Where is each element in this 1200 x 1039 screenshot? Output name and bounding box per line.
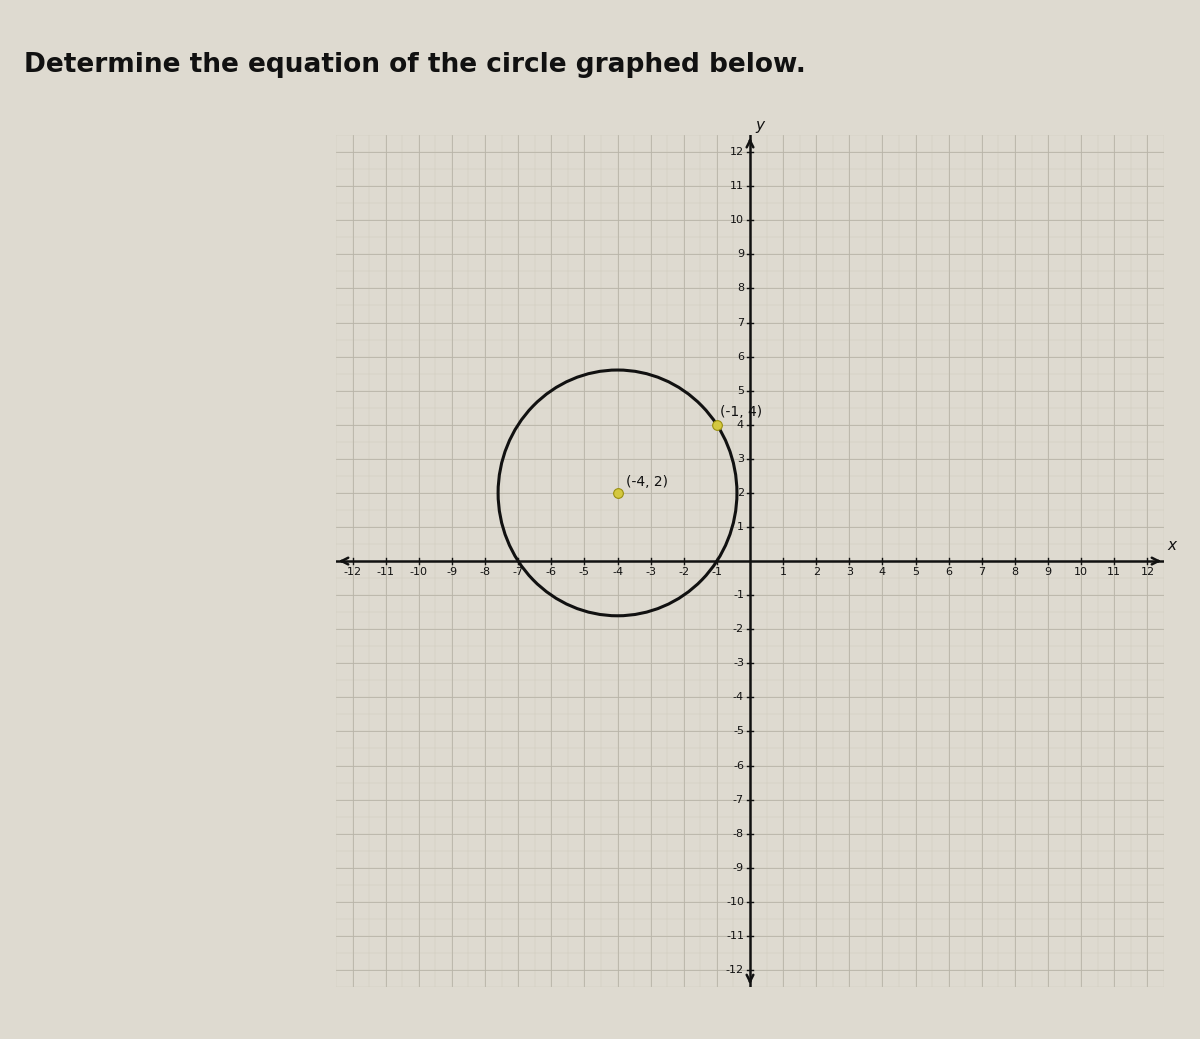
Text: -7: -7 — [512, 567, 523, 578]
Text: -1: -1 — [733, 590, 744, 601]
Text: -11: -11 — [726, 931, 744, 941]
Text: -5: -5 — [578, 567, 590, 578]
Text: 1: 1 — [737, 522, 744, 532]
Text: 8: 8 — [1012, 567, 1019, 578]
Text: 4: 4 — [737, 420, 744, 430]
Text: y: y — [755, 118, 764, 133]
Text: (-4, 2): (-4, 2) — [626, 475, 667, 489]
Text: x: x — [1168, 537, 1176, 553]
Text: -3: -3 — [646, 567, 656, 578]
Text: 7: 7 — [737, 318, 744, 327]
Text: 11: 11 — [730, 181, 744, 191]
Text: -4: -4 — [733, 692, 744, 702]
Text: 3: 3 — [737, 454, 744, 463]
Text: -12: -12 — [726, 965, 744, 975]
Text: 3: 3 — [846, 567, 853, 578]
Text: 1: 1 — [780, 567, 787, 578]
Text: -2: -2 — [733, 624, 744, 634]
Text: 7: 7 — [978, 567, 985, 578]
Text: 5: 5 — [737, 385, 744, 396]
Text: -8: -8 — [733, 829, 744, 838]
Text: -1: -1 — [712, 567, 722, 578]
Text: Determine the equation of the circle graphed below.: Determine the equation of the circle gra… — [24, 52, 806, 78]
Text: 10: 10 — [1074, 567, 1088, 578]
Text: -5: -5 — [733, 726, 744, 737]
Text: 6: 6 — [946, 567, 953, 578]
Text: 8: 8 — [737, 284, 744, 293]
Text: 12: 12 — [1140, 567, 1154, 578]
Text: -10: -10 — [410, 567, 428, 578]
Text: 9: 9 — [1044, 567, 1051, 578]
Text: 12: 12 — [730, 148, 744, 157]
Text: 2: 2 — [737, 488, 744, 498]
Text: 9: 9 — [737, 249, 744, 260]
Text: -9: -9 — [446, 567, 457, 578]
Text: 2: 2 — [812, 567, 820, 578]
Text: -6: -6 — [546, 567, 557, 578]
Text: -11: -11 — [377, 567, 395, 578]
Text: -10: -10 — [726, 897, 744, 907]
Text: 11: 11 — [1108, 567, 1121, 578]
Text: -6: -6 — [733, 761, 744, 771]
Text: -8: -8 — [480, 567, 491, 578]
Text: 4: 4 — [878, 567, 886, 578]
Text: 6: 6 — [737, 351, 744, 362]
Text: (-1, 4): (-1, 4) — [720, 405, 762, 419]
Text: -12: -12 — [343, 567, 361, 578]
Text: 5: 5 — [912, 567, 919, 578]
Text: -2: -2 — [678, 567, 689, 578]
Text: -3: -3 — [733, 659, 744, 668]
Text: -9: -9 — [733, 862, 744, 873]
Text: -7: -7 — [733, 795, 744, 804]
Text: -4: -4 — [612, 567, 623, 578]
Text: 10: 10 — [730, 215, 744, 225]
